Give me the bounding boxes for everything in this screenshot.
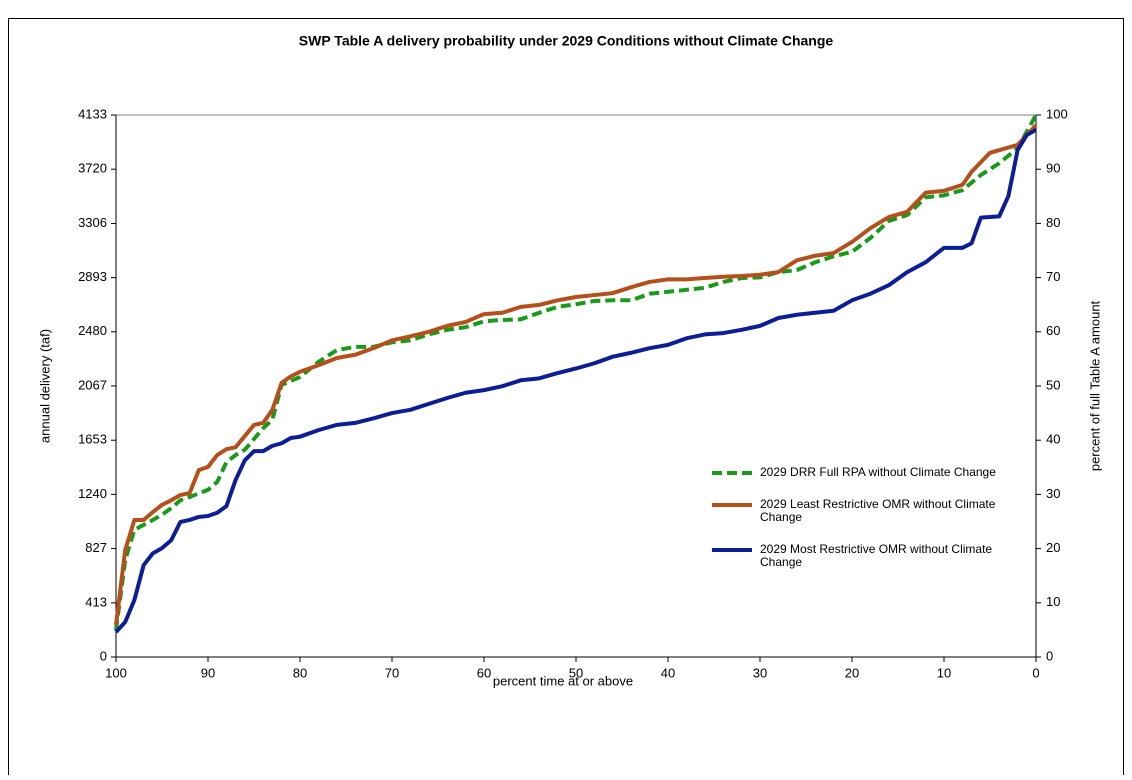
y-tick-label: 1653 bbox=[78, 432, 107, 447]
y-tick-label: 827 bbox=[85, 540, 107, 555]
legend-entry: 2029 Least Restrictive OMR without Clima… bbox=[710, 498, 1030, 524]
y-tick-label: 3720 bbox=[78, 161, 107, 176]
x-tick-label: 60 bbox=[477, 665, 491, 680]
series-line bbox=[114, 114, 1038, 631]
legend: 2029 DRR Full RPA without Climate Change… bbox=[710, 466, 1030, 588]
y2-tick-label: 20 bbox=[1046, 540, 1060, 555]
y-tick-label: 2067 bbox=[78, 377, 107, 392]
y2-tick-label: 100 bbox=[1046, 106, 1068, 121]
legend-entry: 2029 Most Restrictive OMR without Climat… bbox=[710, 543, 1030, 569]
y-axis-label: annual delivery (taf) bbox=[37, 329, 52, 443]
y-tick-label: 2480 bbox=[78, 323, 107, 338]
y-tick-label: 4133 bbox=[78, 106, 107, 121]
x-tick-label: 50 bbox=[569, 665, 583, 680]
y2-tick-label: 80 bbox=[1046, 215, 1060, 230]
y-tick-label: 413 bbox=[85, 594, 107, 609]
x-tick-label: 20 bbox=[845, 665, 859, 680]
y2-tick-label: 0 bbox=[1046, 648, 1053, 663]
x-tick-label: 40 bbox=[661, 665, 675, 680]
x-tick-label: 80 bbox=[293, 665, 307, 680]
x-axis-label: percent time at or above bbox=[493, 673, 633, 688]
x-tick-label: 100 bbox=[105, 665, 127, 680]
legend-swatch bbox=[712, 503, 752, 507]
legend-label: 2029 DRR Full RPA without Climate Change bbox=[760, 465, 996, 479]
y2-tick-label: 40 bbox=[1046, 432, 1060, 447]
legend-label: 2029 Least Restrictive OMR without Clima… bbox=[760, 497, 996, 524]
y-tick-label: 2893 bbox=[78, 269, 107, 284]
legend-swatch bbox=[712, 548, 752, 552]
chart-title: SWP Table A delivery probability under 2… bbox=[299, 33, 834, 49]
y2-tick-label: 90 bbox=[1046, 161, 1060, 176]
y2-tick-label: 50 bbox=[1046, 377, 1060, 392]
y-tick-label: 1240 bbox=[78, 486, 107, 501]
x-tick-label: 10 bbox=[937, 665, 951, 680]
y2-tick-label: 70 bbox=[1046, 269, 1060, 284]
x-tick-label: 70 bbox=[385, 665, 399, 680]
x-tick-label: 0 bbox=[1032, 665, 1039, 680]
frame bbox=[8, 18, 1124, 779]
series-line bbox=[114, 123, 1038, 626]
y2-tick-label: 30 bbox=[1046, 486, 1060, 501]
y-tick-label: 0 bbox=[100, 648, 107, 663]
legend-swatch bbox=[712, 471, 752, 475]
x-tick-label: 30 bbox=[753, 665, 767, 680]
legend-entry: 2029 DRR Full RPA without Climate Change bbox=[710, 466, 1030, 479]
legend-label: 2029 Most Restrictive OMR without Climat… bbox=[760, 542, 993, 569]
x-tick-label: 90 bbox=[201, 665, 215, 680]
y2-axis-label: percent of full Table A amount bbox=[1087, 300, 1102, 471]
y-tick-label: 3306 bbox=[78, 215, 107, 230]
series-line bbox=[114, 128, 1037, 634]
y2-tick-label: 60 bbox=[1046, 323, 1060, 338]
y2-tick-label: 10 bbox=[1046, 594, 1060, 609]
